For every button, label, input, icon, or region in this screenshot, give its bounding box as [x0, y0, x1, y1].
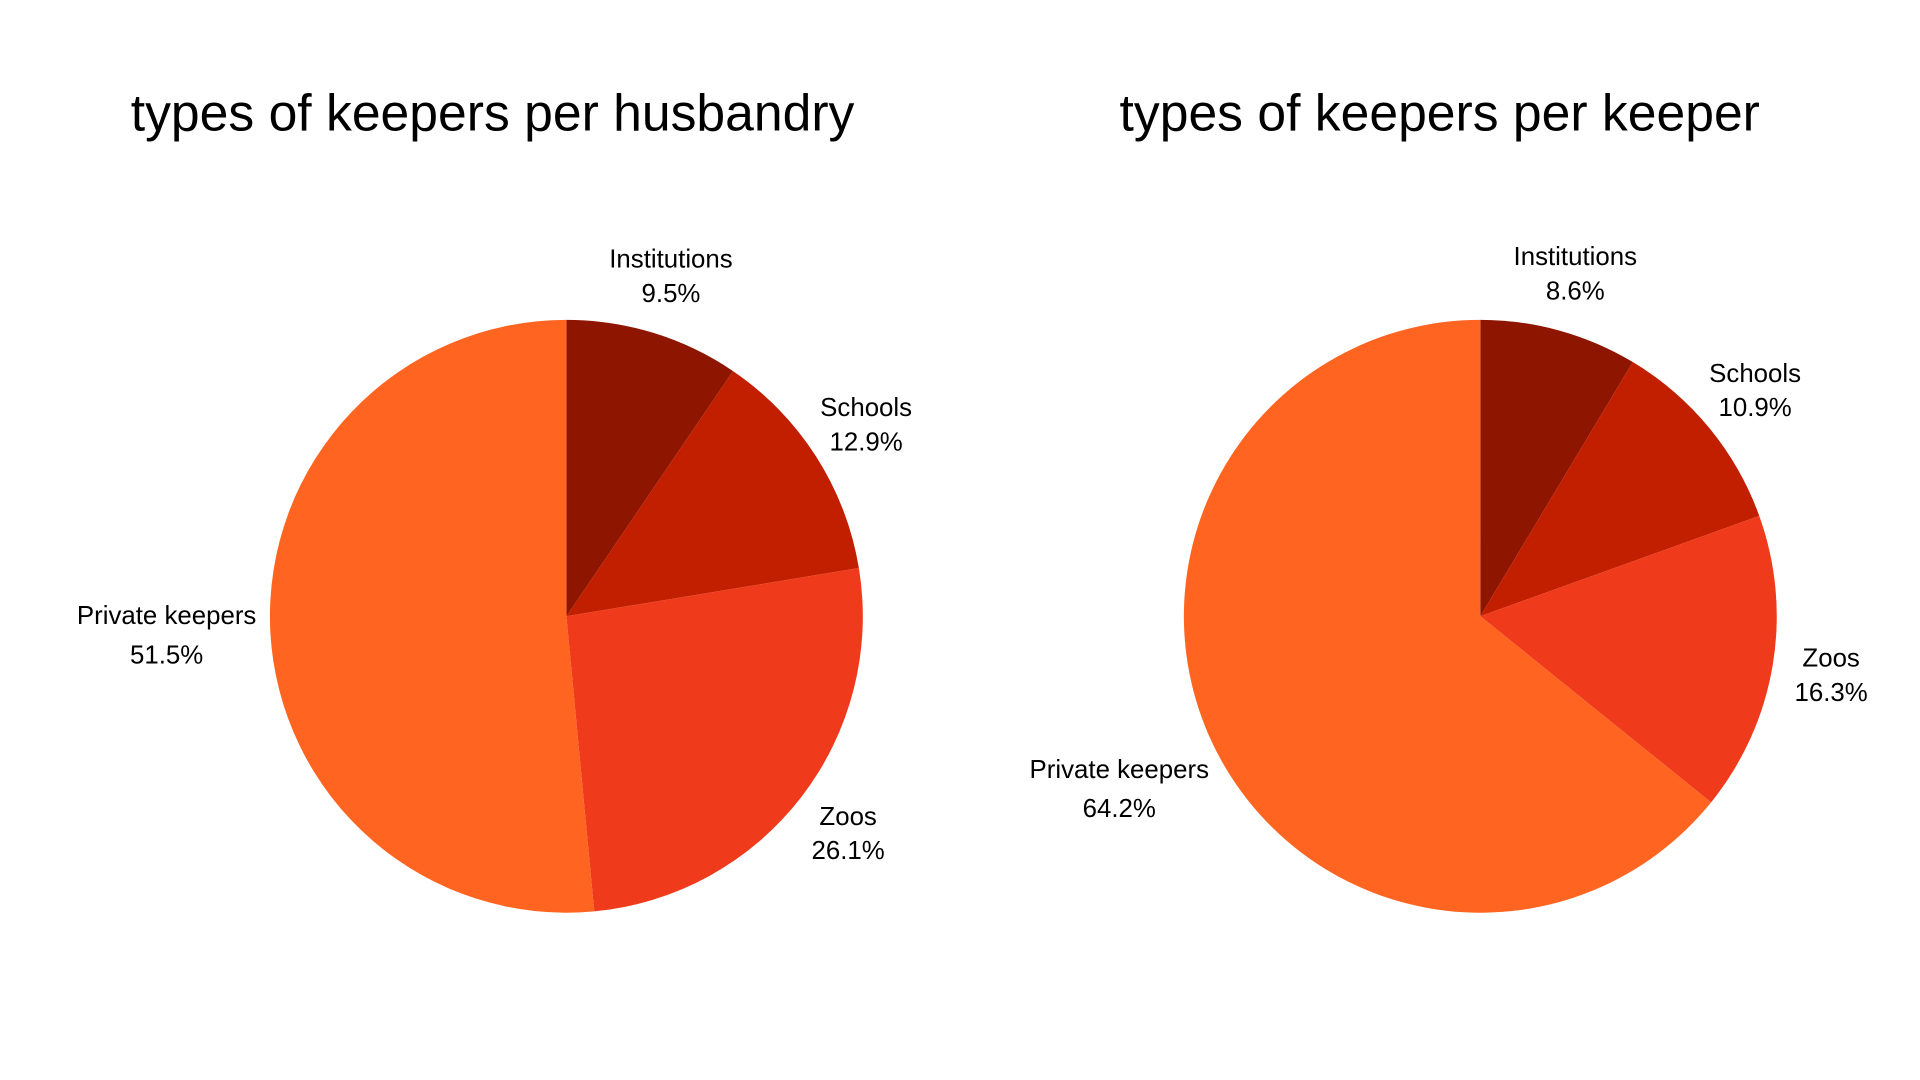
slice-label: Zoos [819, 803, 876, 831]
pie-slice-zoos [1480, 515, 1777, 803]
slice-percent-label: 10.9% [1719, 394, 1792, 422]
chart-title: types of keepers per keeper [1120, 83, 1760, 141]
chart-title: types of keepers per husbandry [131, 83, 855, 141]
slice-label: Institutions [1514, 243, 1637, 271]
slice-percent-label: 12.9% [830, 429, 903, 457]
slice-percent-label: 26.1% [812, 837, 885, 865]
slice-percent-label: 9.5% [642, 280, 701, 308]
pie-slice-private-keepers [1183, 319, 1712, 913]
slice-percent-label: 16.3% [1795, 679, 1868, 707]
slice-label: Schools [1709, 360, 1801, 388]
slice-percent-label: 51.5% [130, 641, 203, 669]
pie-slices [1183, 319, 1777, 913]
slice-percent-label: 64.2% [1083, 795, 1156, 823]
slice-label: Schools [820, 394, 912, 422]
pie-slice-schools [566, 371, 859, 617]
pie-slice-schools [1480, 362, 1760, 617]
pie-slices [269, 319, 863, 913]
pie-slice-private-keepers [269, 319, 595, 913]
pie-slice-institutions [566, 319, 734, 617]
slice-label: Private keepers [77, 602, 256, 630]
pie-chart-husbandry: types of keepers per husbandry Instituti… [77, 83, 912, 913]
pie-slice-zoos [566, 568, 863, 912]
slice-label: Institutions [609, 246, 732, 274]
pie-labels: Institutions 8.6% Schools 10.9% Zoos 16.3% Pri… [1030, 243, 1868, 823]
pie-chart-keeper: types of keepers per keeper Institutions… [1030, 83, 1868, 913]
pie-slice-institutions [1480, 319, 1633, 617]
slice-label: Zoos [1802, 645, 1859, 673]
slice-label: Private keepers [1030, 756, 1209, 784]
slice-percent-label: 8.6% [1546, 277, 1605, 305]
pie-labels: Institutions 9.5% Schools 12.9% Zoos 26.1% Pri… [77, 246, 912, 866]
